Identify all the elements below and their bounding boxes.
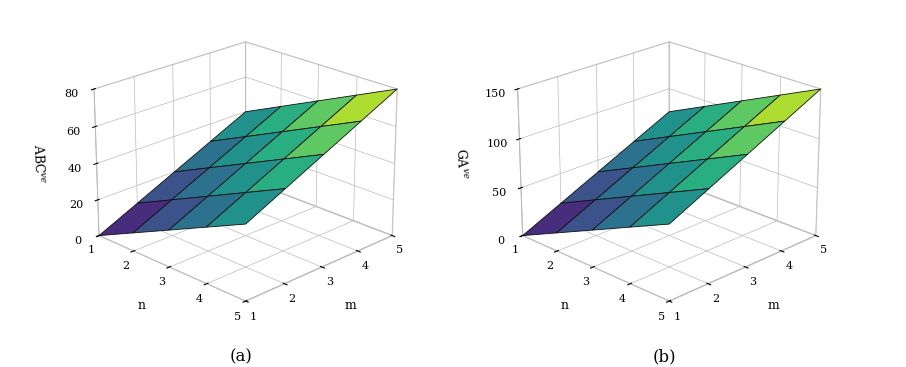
Y-axis label: n: n — [561, 299, 569, 312]
X-axis label: m: m — [767, 299, 779, 312]
X-axis label: m: m — [344, 299, 356, 312]
Text: (a): (a) — [230, 348, 253, 365]
Y-axis label: n: n — [137, 299, 145, 312]
Text: (b): (b) — [653, 348, 677, 365]
